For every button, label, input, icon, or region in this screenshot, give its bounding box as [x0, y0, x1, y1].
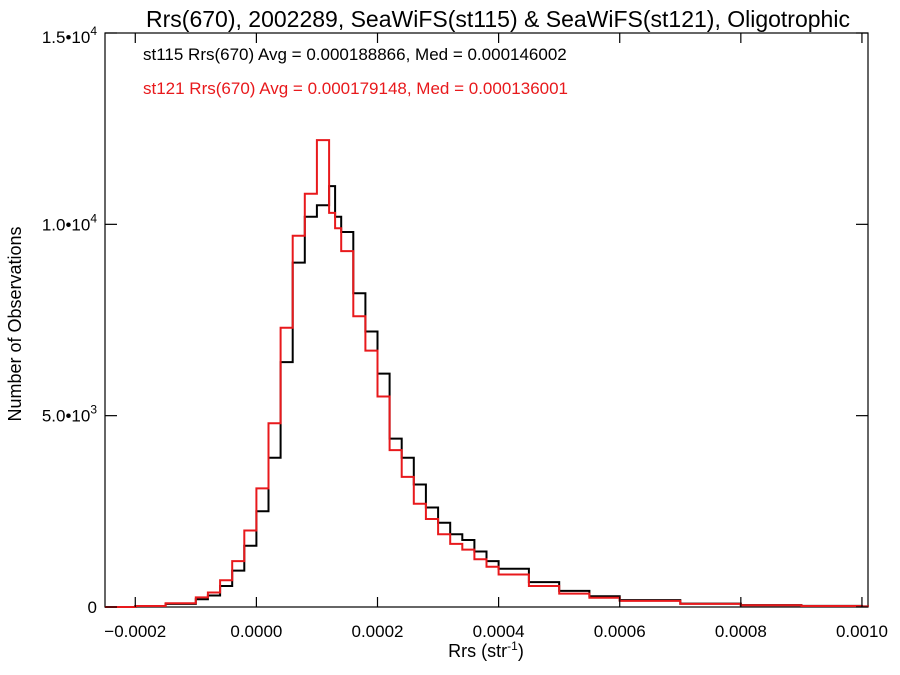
y-tick-label: 5.0•103	[42, 403, 98, 426]
x-axis: −0.0002 0.0000 0.0002 0.0004 0.0006 0.0008 0.0…	[104, 33, 888, 641]
y-axis-label: Number of Observations	[5, 226, 25, 421]
series-layer	[105, 139, 869, 608]
x-tick-label: 0.0010	[836, 622, 888, 641]
plot-frame	[104, 32, 869, 608]
stats-annotation: st115 Rrs(670) Avg = 0.000188866, Med = …	[143, 45, 567, 64]
series-line-0	[105, 185, 869, 608]
chart-title: Rrs(670), 2002289, SeaWiFS(st115) & SeaW…	[146, 6, 850, 32]
stats-annotations: st115 Rrs(670) Avg = 0.000188866, Med = …	[143, 45, 568, 98]
y-axis: 0 5.0•103 1.0•104 1.5•104	[42, 24, 868, 617]
y-tick-label: 1.0•104	[42, 211, 98, 234]
x-tick-label: 0.0000	[230, 622, 282, 641]
x-tick-label: −0.0002	[104, 622, 166, 641]
x-tick-label: 0.0008	[715, 622, 767, 641]
stats-annotation: st121 Rrs(670) Avg = 0.000179148, Med = …	[143, 79, 568, 98]
x-axis-label-superscript: -1	[507, 639, 518, 653]
plot-area	[104, 32, 869, 608]
series-line-1	[105, 139, 869, 608]
y-tick-label: 1.5•104	[42, 24, 98, 47]
x-axis-label-close: )	[518, 641, 524, 661]
x-tick-label: 0.0006	[594, 622, 646, 641]
x-tick-label: 0.0004	[473, 622, 525, 641]
x-axis-label: Rrs (str-1)	[448, 639, 524, 661]
x-axis-label-text: Rrs (str	[448, 641, 507, 661]
x-tick-label: 0.0002	[352, 622, 404, 641]
y-tick-label: 0	[88, 598, 97, 617]
